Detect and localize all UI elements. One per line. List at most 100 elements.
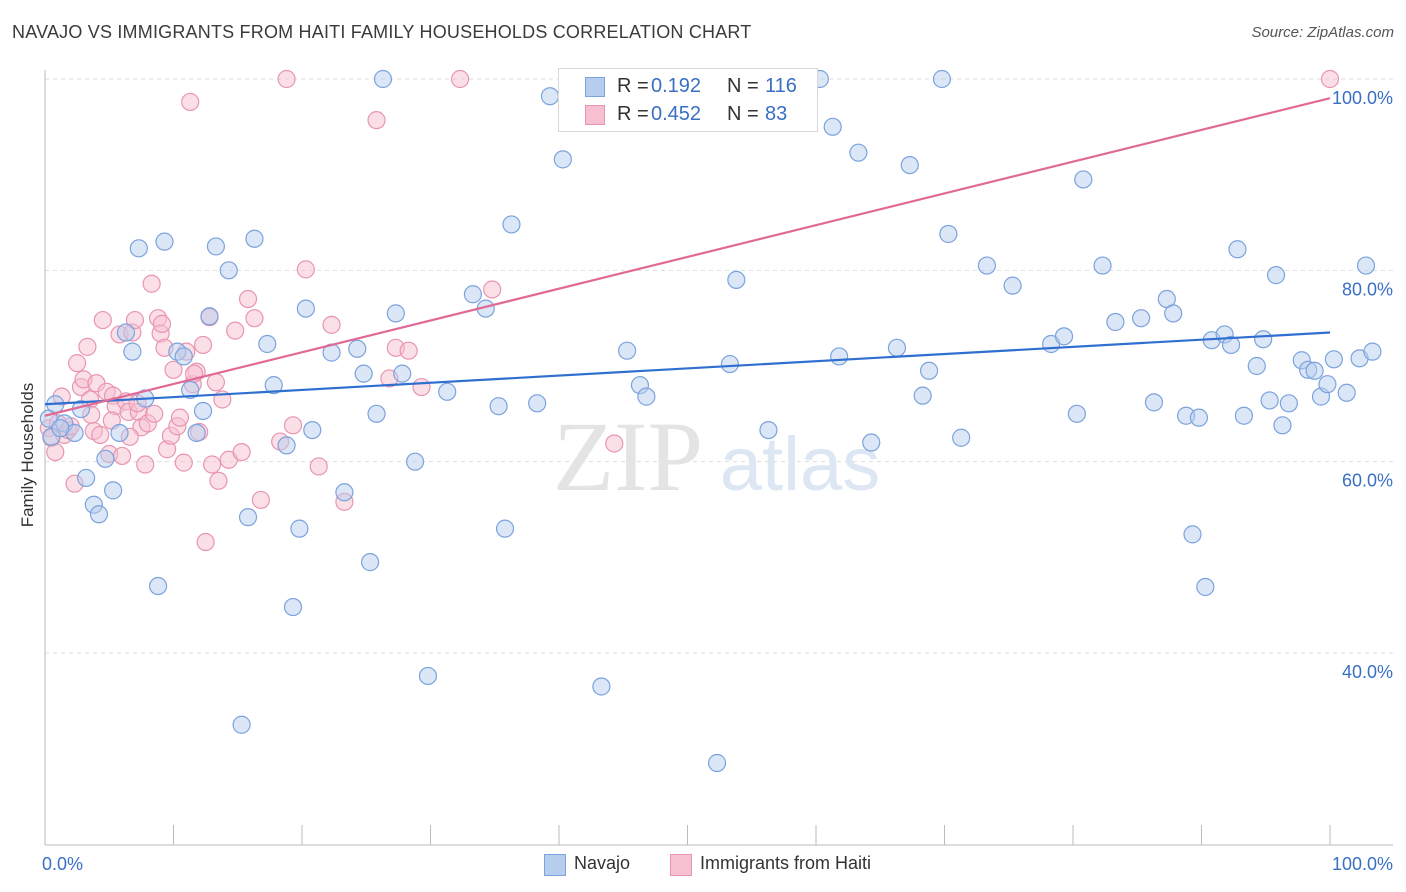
series-navajo-points [39,69,1382,773]
navajo-point [303,420,322,440]
haiti-point [206,373,226,392]
navajo-point [759,420,778,440]
navajo-point [258,334,277,354]
haiti-point [309,457,328,476]
haiti-point [145,404,164,423]
navajo-point [393,364,412,383]
haiti-point [226,321,245,340]
navajo-point [155,232,174,251]
navajo-point [913,386,932,405]
navajo-point [187,423,206,443]
navajo-point [887,338,907,357]
navajo-point [116,323,136,342]
trend-lines [44,97,1331,417]
stats-box: R = 0.192 N = 116 R = 0.452 N = 83 [558,68,818,132]
navajo-point [463,285,483,304]
navajo-point [1003,276,1022,295]
watermark-zip: ZIP [553,401,703,512]
axes [44,70,1393,846]
legend-swatch-navajo [544,854,566,876]
navajo-point [1363,342,1382,361]
navajo-point [361,553,380,572]
chart-title: NAVAJO VS IMMIGRANTS FROM HAITI FAMILY H… [12,22,752,42]
haiti-point [164,360,183,379]
haiti-point [193,335,213,355]
navajo-point [1260,391,1279,410]
navajo-point [373,69,393,89]
navajo-point [720,354,740,374]
navajo-point [1093,256,1112,275]
x-tick-label: 0.0% [42,854,83,874]
haiti-point [412,377,431,397]
gridlines [45,78,1393,654]
legend-label-haiti: Immigrants from Haiti [700,853,872,873]
watermark-atlas: atlas [720,422,881,507]
navajo-point [1196,577,1215,597]
haiti-point [142,274,161,293]
haiti-point [483,280,502,299]
navajo-point [405,452,425,471]
haiti-point [209,471,228,490]
navajo-point [148,576,168,596]
stats-r-label: R = [617,103,649,125]
navajo-point [367,404,386,423]
navajo-point [592,677,611,696]
navajo-point [193,401,213,421]
haiti-point [196,532,215,552]
navajo-point [528,394,547,413]
navajo-point [1305,361,1324,380]
navajo-point [1254,330,1273,349]
haiti-point [277,69,296,89]
haiti-point [251,490,270,510]
haiti-point [322,315,341,334]
navajo-point [932,69,952,89]
stats-swatch-haiti [585,105,605,125]
stats-row-haiti: R = 0.452 N = 83 [559,101,817,129]
navajo-point [977,256,997,275]
navajo-point [51,419,70,438]
navajo-point [1234,406,1254,425]
legend-label-navajo: Navajo [574,853,631,873]
navajo-point [1074,170,1093,189]
navajo-point [1356,256,1376,275]
haiti-point [450,69,470,89]
navajo-point [1279,394,1298,413]
navajo-point [418,666,438,686]
navajo-point [335,483,354,502]
navajo-point [1318,375,1337,394]
navajo-point [952,428,971,447]
haiti-point [91,425,110,444]
navajo-point [495,519,515,538]
navajo-point [1132,309,1151,328]
navajo-point [129,239,148,258]
stats-n-value: 83 [765,103,788,125]
navajo-point [1273,416,1292,435]
navajo-point [290,519,309,538]
navajo-point [637,387,656,406]
y-tick-label: 100.0% [1332,88,1393,108]
navajo-point [89,505,109,524]
navajo-point [1183,525,1202,544]
y-tick-label: 80.0% [1342,279,1393,299]
navajo-point [502,215,521,234]
navajo-point [830,347,849,366]
haiti-point [174,453,193,472]
navajo-point [727,270,746,289]
stats-swatch-navajo [585,77,605,97]
navajo-point [348,339,367,358]
navajo-trend-line [44,331,1331,406]
navajo-point [1189,408,1209,427]
haiti-point [68,354,87,373]
navajo-point [900,156,919,175]
watermark: ZIP atlas [553,401,880,512]
navajo-point [1228,240,1247,259]
haiti-point [296,260,315,279]
navajo-point [1324,350,1343,369]
source-credit: Source: ZipAtlas.com [1251,24,1394,41]
navajo-point [386,304,405,323]
tick-labels: 40.0% 60.0% 80.0% 100.0% 0.0% 100.0% [42,88,1393,874]
stats-n-value: 116 [765,75,797,97]
haiti-point [152,314,172,334]
navajo-point [123,342,142,361]
navajo-point [1054,327,1074,346]
